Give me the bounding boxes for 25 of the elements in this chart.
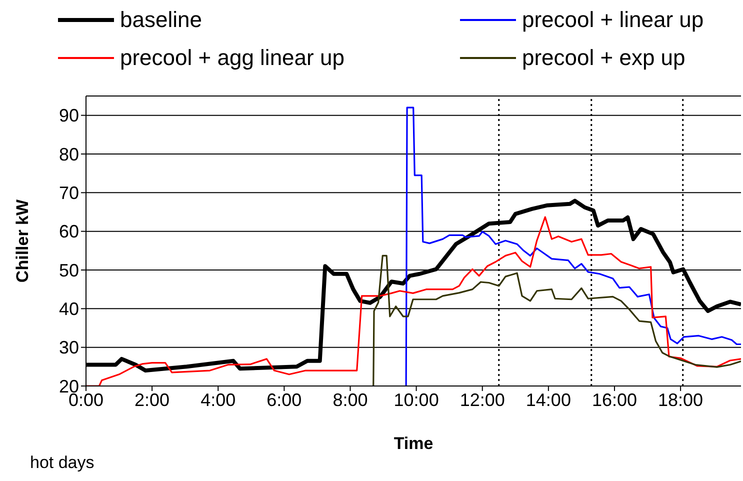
y-tick-label: 90	[58, 106, 79, 126]
y-tick-label: 60	[58, 222, 79, 242]
x-tick-label: 8:00	[332, 390, 368, 410]
line-series	[372, 254, 741, 386]
x-tick-label: 18:00	[658, 390, 704, 410]
x-tick-label: 14:00	[526, 390, 571, 410]
y-tick-label: 50	[58, 260, 79, 280]
x-tick-label: 6:00	[266, 390, 302, 410]
y-tick-label: 70	[58, 183, 79, 204]
y-tick-label: 80	[58, 144, 79, 164]
legend-label: baseline	[120, 7, 202, 33]
x-tick-label: 12:00	[460, 390, 505, 410]
x-tick-label: 4:00	[200, 390, 236, 410]
line-series	[405, 106, 741, 386]
y-axis-title: Chiller kW	[13, 198, 32, 283]
x-axis-title: Time	[394, 434, 434, 453]
y-tick-label: 30	[58, 338, 79, 358]
y-tick-label: 40	[58, 299, 79, 320]
legend-label: precool + exp up	[522, 45, 686, 71]
text: hot days	[30, 453, 94, 473]
x-tick-label: 2:00	[134, 390, 170, 410]
legend-label: precool + agg linear up	[120, 45, 344, 71]
legend-label: precool + linear up	[522, 7, 704, 33]
x-tick-label: 16:00	[592, 390, 638, 410]
x-tick-label: 10:00	[394, 390, 439, 410]
